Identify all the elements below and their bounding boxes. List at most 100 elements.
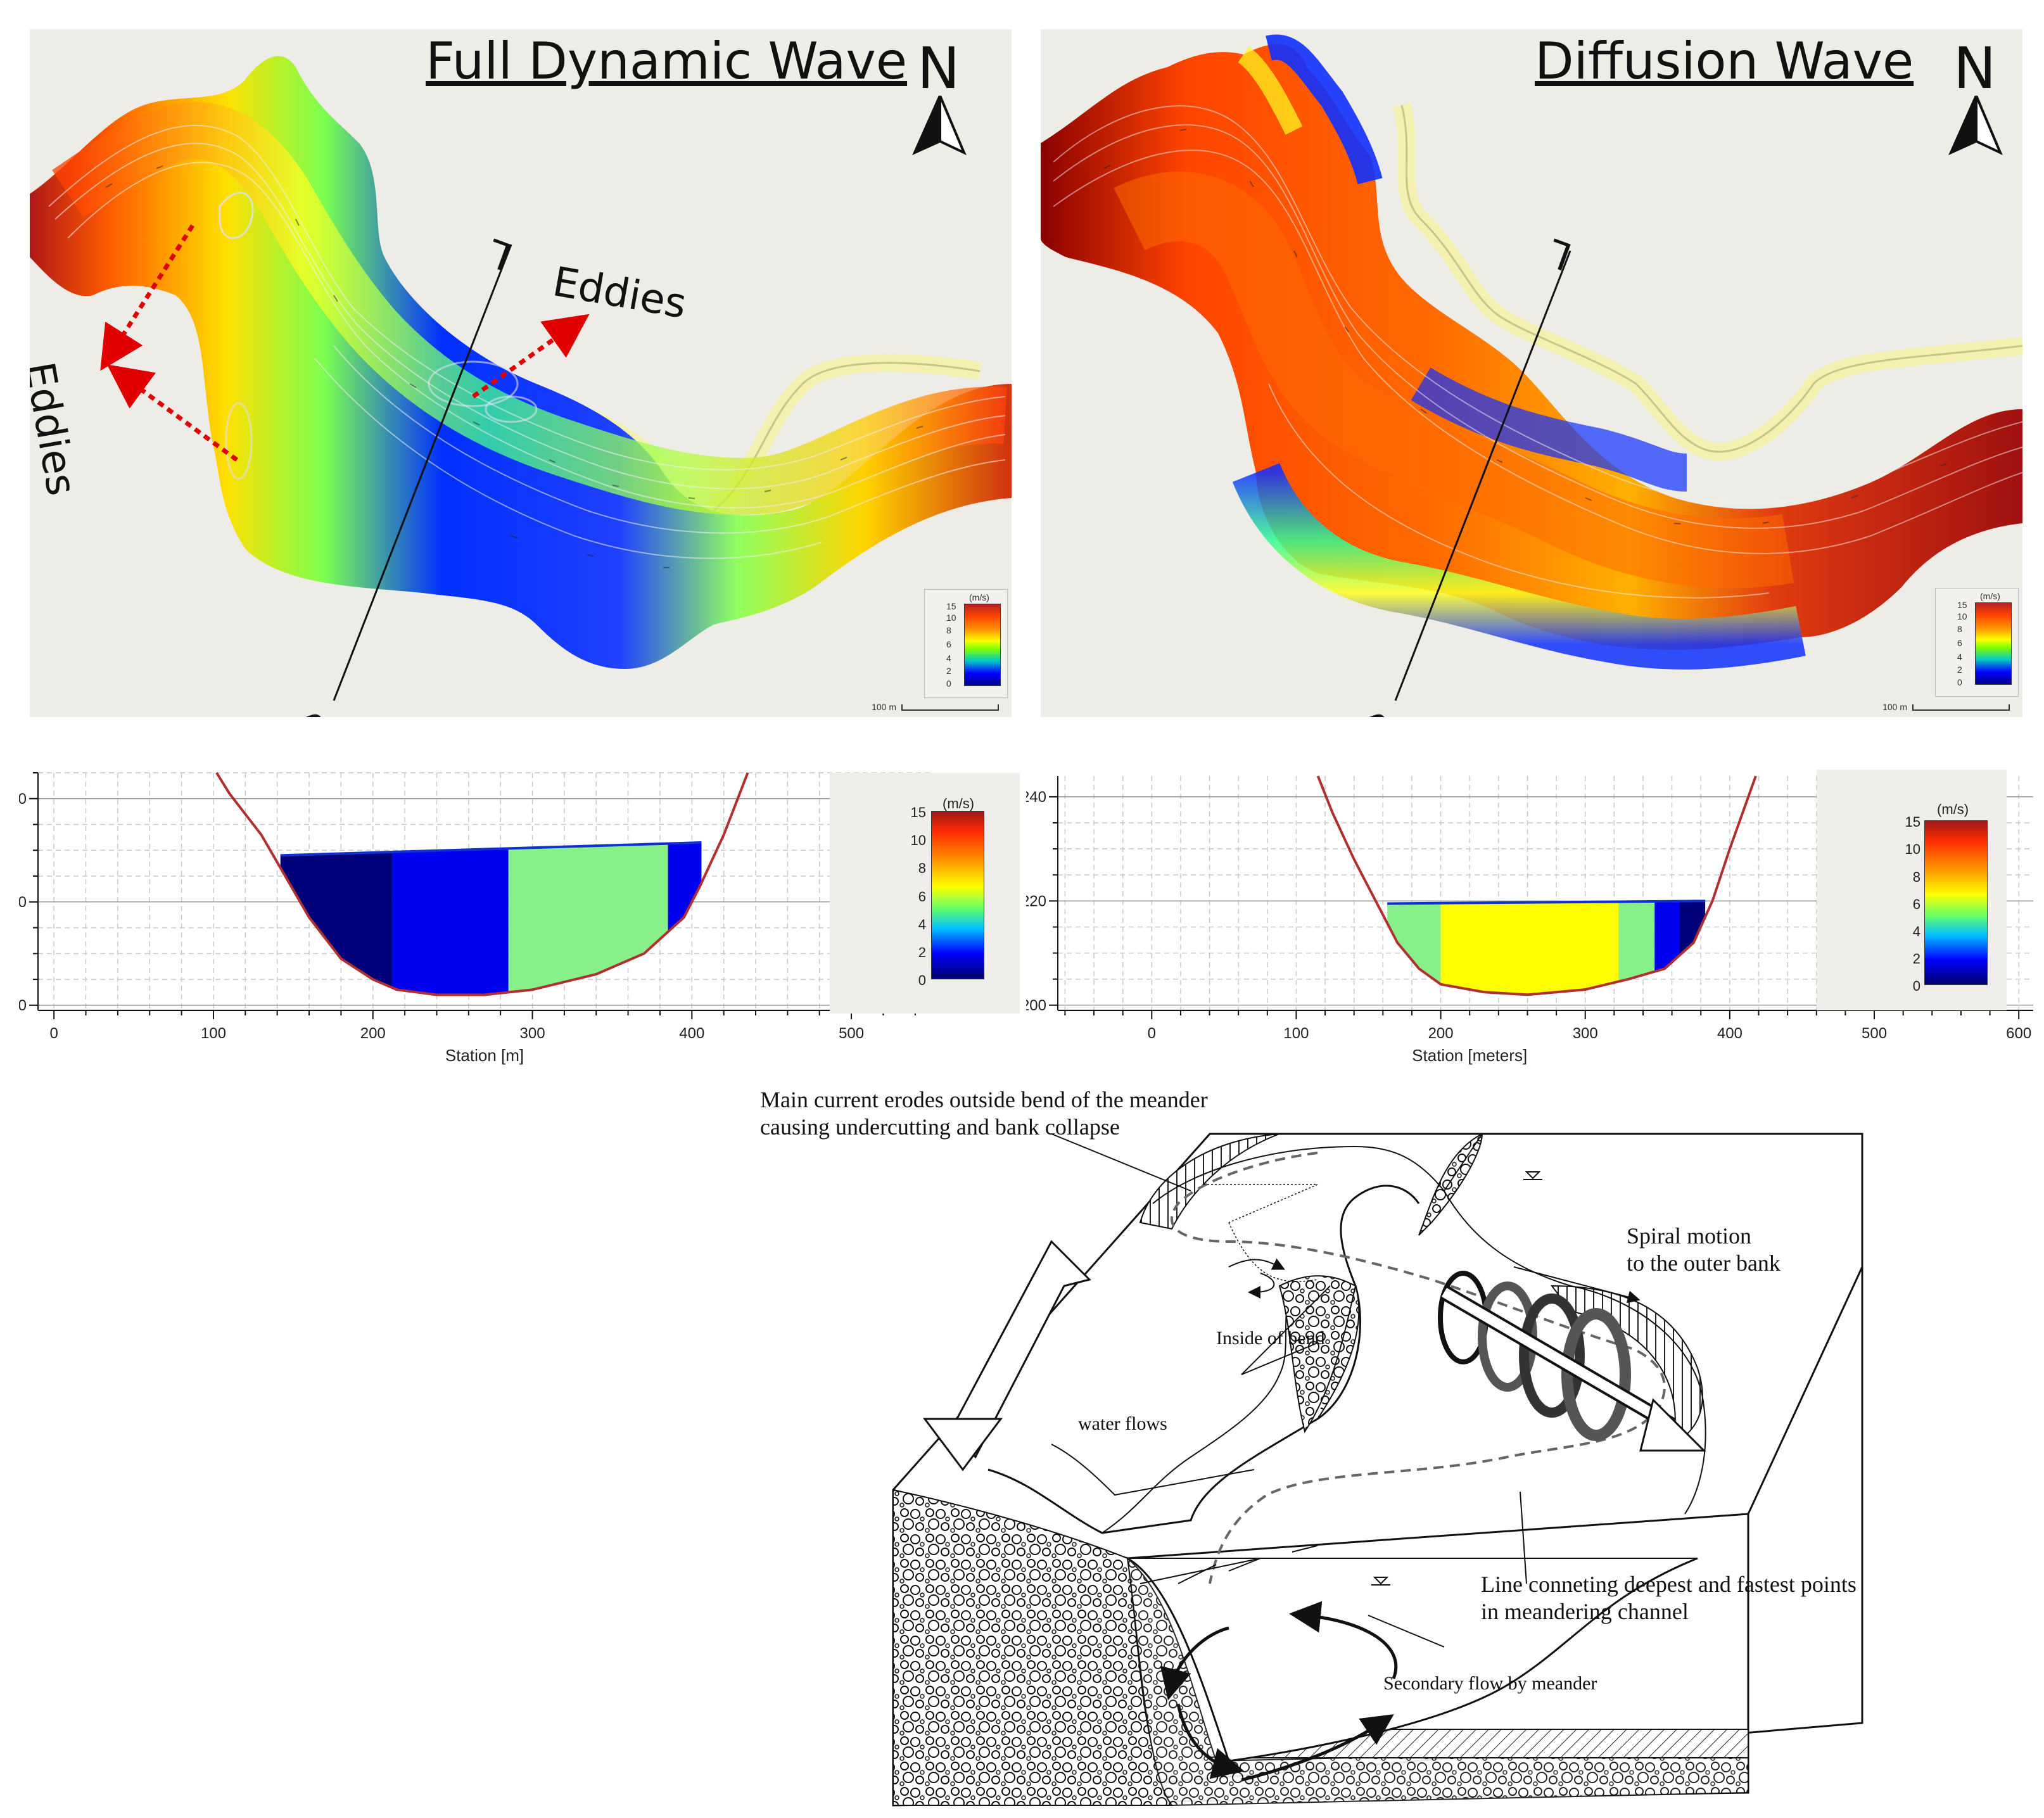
legend-tick: 0 [946,678,951,689]
cross-section-plot-left: 0100200300400500120012201240Station [m] [19,772,931,1065]
velocity-band [1618,901,1655,982]
bed-profile-line [215,772,749,996]
legend-tick: 6 [1912,896,1920,912]
y-tick-label: 1240 [1026,789,1046,806]
legend-tick: 8 [1912,869,1920,885]
note-main-current: Main current erodes outside bend of the … [760,1086,1208,1141]
legend-unit: (m/s) [969,592,989,602]
north-arrow-icon [1948,96,2003,156]
velocity-legend-xs-left: (m/s) 15 10 8 6 4 2 0 [830,773,1020,1014]
x-tick-label: 200 [360,1025,386,1042]
legend-tick: 15 [946,601,956,611]
cross-section-chart-left: 0100200300400500120012201240Station [m] … [19,757,1020,1074]
legend-tick: 10 [1905,841,1920,857]
legend-tick: 15 [1905,814,1920,830]
velocity-band [1654,901,1680,972]
velocity-band [668,842,702,932]
flow-field-left [30,56,1012,701]
meander-schematic: Main current erodes outside bend of the … [760,1077,1983,1818]
north-arrow-right: N [1937,35,2013,156]
legend-tick: 0 [1957,677,1962,687]
x-tick-label: 200 [1428,1025,1454,1042]
legend-tick: 2 [1912,951,1920,967]
legend-unit: (m/s) [943,796,975,811]
note-spiral-line-2: to the outer bank [1627,1250,1781,1276]
map-diffusion-wave: Diffusion Wave N L R (m/s) 15 10 8 6 4 2… [1041,29,2022,717]
legend-colorbar [964,604,1001,686]
x-tick-label: 0 [49,1025,58,1042]
velocity-band [508,843,668,993]
legend-tick: 10 [910,832,926,848]
legend-tick: 4 [1957,652,1962,662]
cross-section-chart-right: 0100200300400500600120012201240Station [… [1026,757,2033,1074]
x-tick-label: 100 [201,1025,226,1042]
x-tick-label: 100 [1283,1025,1309,1042]
velocity-band [280,852,392,988]
north-letter: N [1953,35,1996,102]
legend-tick: 4 [1912,924,1920,939]
velocity-legend-map-left: (m/s) 15 10 8 6 4 2 0 [924,589,1008,698]
y-tick-label: 1200 [19,997,27,1014]
legend-tick: 2 [1957,664,1962,675]
velocity-band [391,848,509,995]
flow-arrows-right [1103,129,1947,524]
x-tick-label: 500 [839,1025,864,1042]
y-tick-label: 1240 [19,791,27,808]
bed-profile-line [1316,775,1757,996]
scale-bar-left: 100 m [872,702,999,712]
y-tick-label: 1220 [19,894,27,911]
flow-field-right [1041,34,2022,701]
water-surface-line [1387,899,1706,905]
legend-tick: 2 [918,944,926,960]
spiral-motion-icon [1438,1271,1706,1452]
legend-unit: (m/s) [1980,591,2000,601]
x-tick-label: 300 [520,1025,545,1042]
legend-tick: 0 [1912,978,1920,994]
note-spiral: Spiral motion to the outer bank [1627,1223,1781,1277]
legend-colorbar [1924,820,1988,985]
x-tick-label: 400 [1717,1025,1742,1042]
x-tick-label: 500 [1862,1025,1887,1042]
note-water-flows: water flows [1078,1413,1167,1434]
map-title-right: Diffusion Wave [1535,32,1914,91]
north-arrow-left: N [901,35,977,156]
y-tick-label: 1200 [1026,997,1046,1014]
legend-tick: 4 [946,653,951,663]
x-axis-label: Station [m] [445,1046,524,1065]
note-secondary-flow: Secondary flow by meander [1383,1673,1597,1694]
legend-tick: 6 [1957,638,1962,648]
velocity-legend-xs-right: (m/s) 15 10 8 6 4 2 0 [1817,770,2007,1010]
legend-tick: 10 [946,613,956,623]
legend-tick: 8 [946,625,951,635]
legend-tick: 0 [918,972,926,988]
legend-unit: (m/s) [1937,801,1969,817]
legend-tick: 8 [1957,624,1962,634]
legend-tick: 6 [918,889,926,905]
meander-block-diagram [892,1133,1863,1807]
legend-tick: 15 [910,804,926,820]
scale-bar-right: 100 m [1882,702,2010,712]
note-thalweg-line-1: Line conneting deepest and fastest point… [1481,1572,1857,1597]
x-axis-label: Station [meters] [1412,1046,1527,1065]
north-arrow-icon [912,96,967,156]
note-inside-bend: Inside of bend [1216,1328,1325,1349]
map-full-dynamic-wave: Full Dynamic Wave N Eddies Eddies L R (m… [30,29,1012,717]
legend-tick: 15 [1957,600,1967,610]
legend-colorbar [931,811,984,979]
x-tick-label: 400 [679,1025,704,1042]
legend-tick: 8 [918,860,926,876]
velocity-band [1679,901,1706,956]
x-tick-label: 600 [2006,1025,2031,1042]
note-thalweg: Line conneting deepest and fastest point… [1481,1571,1857,1625]
x-tick-label: 300 [1573,1025,1598,1042]
water-surface-line [280,841,702,857]
map-title-left: Full Dynamic Wave [426,32,908,91]
velocity-band [1440,901,1619,995]
legend-tick: 4 [918,917,926,932]
legend-tick: 10 [1957,611,1967,621]
scale-text: 100 m [1882,702,1907,712]
note-spiral-line-1: Spiral motion [1627,1223,1751,1249]
legend-colorbar [1975,602,2012,685]
north-letter: N [917,35,960,102]
legend-tick: 6 [946,639,951,649]
